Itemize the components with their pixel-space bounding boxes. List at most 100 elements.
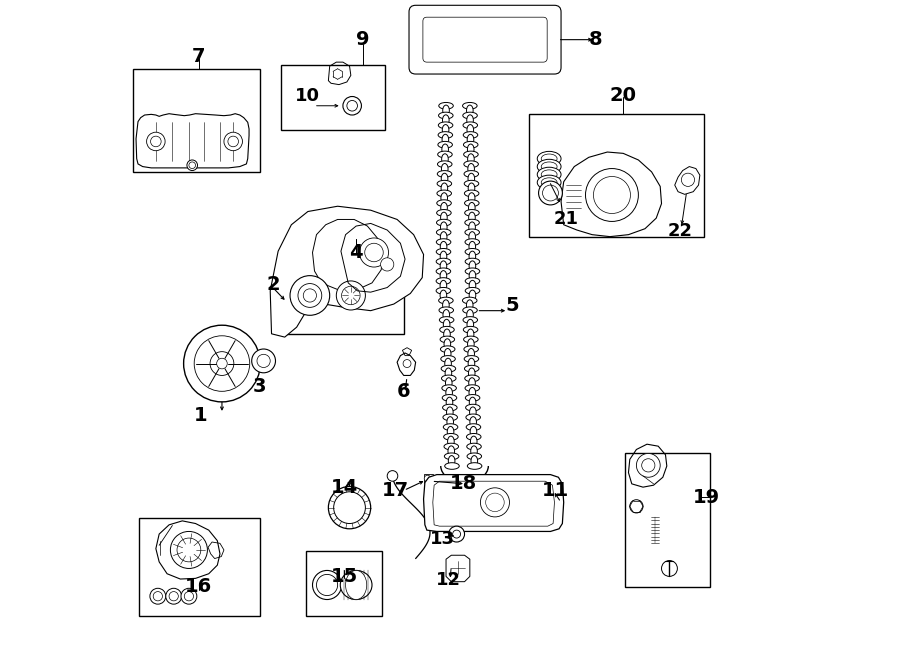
Ellipse shape — [442, 144, 448, 155]
Ellipse shape — [537, 151, 561, 166]
Ellipse shape — [445, 463, 459, 469]
Ellipse shape — [468, 348, 474, 359]
Ellipse shape — [465, 268, 480, 274]
Ellipse shape — [446, 387, 453, 398]
Circle shape — [359, 238, 389, 267]
Ellipse shape — [468, 173, 474, 184]
Ellipse shape — [463, 112, 477, 119]
Ellipse shape — [437, 171, 452, 177]
Text: 3: 3 — [253, 377, 266, 396]
Text: 19: 19 — [693, 488, 720, 506]
Circle shape — [543, 185, 558, 201]
Circle shape — [184, 325, 260, 402]
Ellipse shape — [465, 249, 480, 255]
Circle shape — [630, 500, 643, 513]
Ellipse shape — [436, 268, 451, 274]
Ellipse shape — [443, 105, 449, 116]
Ellipse shape — [463, 317, 478, 323]
Circle shape — [342, 286, 360, 305]
Ellipse shape — [467, 319, 473, 330]
Text: 1: 1 — [194, 406, 207, 424]
Bar — [140, 518, 259, 616]
Ellipse shape — [464, 171, 479, 177]
Ellipse shape — [443, 309, 450, 320]
Circle shape — [166, 588, 182, 604]
Text: 11: 11 — [542, 481, 570, 500]
Circle shape — [364, 243, 383, 262]
Circle shape — [343, 97, 362, 115]
Ellipse shape — [446, 368, 452, 379]
Circle shape — [662, 561, 678, 576]
Ellipse shape — [440, 336, 454, 343]
Ellipse shape — [463, 122, 478, 128]
Ellipse shape — [445, 453, 459, 459]
Ellipse shape — [470, 416, 476, 427]
Ellipse shape — [439, 307, 454, 313]
Ellipse shape — [441, 163, 448, 174]
Circle shape — [387, 471, 398, 481]
Ellipse shape — [467, 453, 482, 459]
Ellipse shape — [468, 183, 475, 194]
Ellipse shape — [437, 161, 452, 167]
Ellipse shape — [464, 132, 478, 138]
Ellipse shape — [464, 356, 479, 362]
Text: 18: 18 — [450, 475, 477, 493]
Ellipse shape — [469, 231, 475, 242]
Ellipse shape — [441, 183, 447, 194]
Ellipse shape — [469, 202, 475, 213]
Ellipse shape — [541, 162, 557, 171]
Ellipse shape — [446, 407, 453, 418]
Ellipse shape — [465, 395, 480, 401]
Ellipse shape — [537, 167, 561, 182]
Text: 22: 22 — [668, 222, 692, 241]
Text: 20: 20 — [609, 87, 636, 105]
Text: 12: 12 — [436, 571, 461, 590]
Ellipse shape — [441, 193, 447, 204]
Ellipse shape — [441, 212, 447, 223]
Circle shape — [681, 173, 695, 186]
Ellipse shape — [346, 570, 366, 600]
Ellipse shape — [448, 446, 454, 457]
Ellipse shape — [439, 317, 454, 323]
Circle shape — [381, 258, 394, 271]
Ellipse shape — [442, 375, 456, 381]
Ellipse shape — [436, 249, 451, 255]
Ellipse shape — [446, 397, 453, 408]
Circle shape — [169, 592, 178, 601]
Ellipse shape — [436, 288, 451, 294]
Ellipse shape — [444, 319, 450, 330]
Ellipse shape — [469, 280, 476, 291]
Text: 8: 8 — [589, 30, 602, 49]
Circle shape — [252, 349, 275, 373]
Ellipse shape — [464, 151, 478, 158]
Ellipse shape — [464, 200, 479, 206]
Ellipse shape — [441, 173, 448, 184]
Circle shape — [187, 160, 197, 171]
Ellipse shape — [440, 346, 455, 352]
Ellipse shape — [464, 210, 479, 216]
Circle shape — [424, 475, 431, 482]
Ellipse shape — [465, 278, 480, 284]
Ellipse shape — [464, 346, 479, 352]
Circle shape — [586, 169, 638, 221]
Ellipse shape — [439, 102, 454, 109]
Ellipse shape — [440, 251, 446, 262]
Circle shape — [228, 136, 238, 147]
Ellipse shape — [469, 241, 475, 252]
Ellipse shape — [444, 329, 450, 340]
Ellipse shape — [440, 261, 446, 272]
Ellipse shape — [468, 368, 475, 379]
Ellipse shape — [469, 212, 475, 223]
Ellipse shape — [467, 134, 473, 145]
Ellipse shape — [442, 385, 456, 391]
Ellipse shape — [443, 300, 449, 311]
Ellipse shape — [468, 358, 474, 369]
Text: 7: 7 — [192, 47, 205, 65]
Ellipse shape — [440, 270, 446, 281]
Ellipse shape — [471, 436, 477, 447]
Ellipse shape — [464, 161, 479, 167]
Circle shape — [217, 358, 227, 369]
Circle shape — [337, 281, 365, 310]
Ellipse shape — [441, 202, 447, 213]
Ellipse shape — [470, 426, 477, 437]
